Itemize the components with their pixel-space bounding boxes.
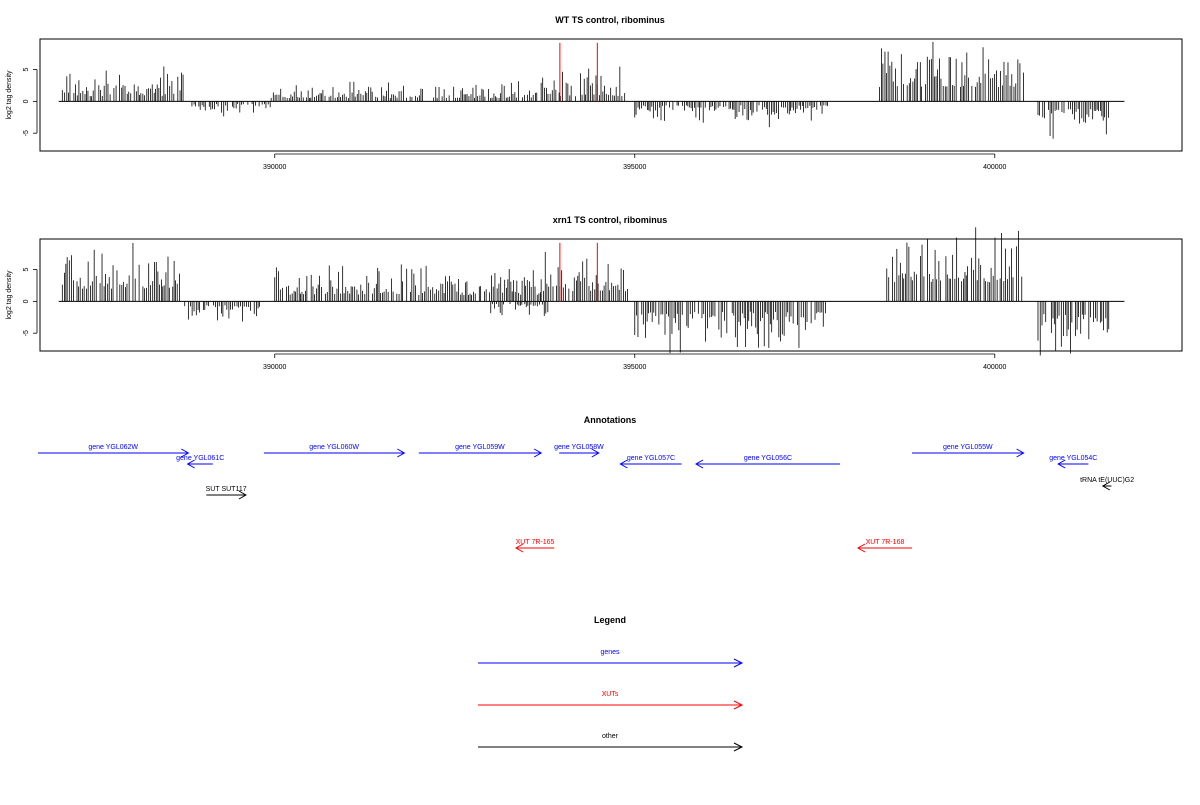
gene-arrow: gene YGL062W [38, 444, 188, 457]
x-tick-label: 400000 [983, 164, 1006, 171]
other-arrow: tRNA tE(UUC)G2 [1080, 477, 1134, 490]
xut-arrow: XUT 7R-165 [516, 539, 555, 552]
other-arrow: SUT SUT117 [206, 486, 247, 499]
wt-axes: -5 0 5 390000 395000 400000 [23, 67, 1007, 171]
other-arrow-label: tRNA tE(UUC)G2 [1080, 477, 1134, 484]
gene-arrow: gene YGL056C [696, 455, 840, 468]
gene-arrow: gene YGL058W [554, 444, 604, 457]
gene-arrow: gene YGL055W [912, 444, 1024, 457]
gene-arrow: gene YGL057C [620, 455, 681, 468]
wt-y-axis-label: log2 tag density [6, 70, 13, 120]
legend-item-label: genes [600, 649, 620, 656]
gene-arrow-label: gene YGL060W [309, 444, 359, 451]
gene-arrow: gene YGL059W [419, 444, 541, 457]
xut-arrow: XUT 7R-168 [858, 539, 912, 552]
xrn1-axes: -5 0 5 390000 395000 400000 [23, 267, 1007, 371]
legend: Legend genes XUTs other [478, 615, 742, 751]
legend-item-label: XUTs [602, 691, 619, 698]
legend-item-label: other [602, 733, 619, 740]
gene-arrow: gene YGL054C [1049, 455, 1097, 468]
y-tick-label: 5 [23, 267, 30, 271]
gene-arrow: gene YGL060W [264, 444, 404, 457]
legend-item: XUTs [478, 691, 742, 709]
wt-panel-title: WT TS control, ribominus [555, 15, 665, 25]
x-tick-label: 395000 [623, 164, 646, 171]
wt-panel: WT TS control, ribominus log2 tag densit… [6, 15, 1182, 171]
y-tick-label: 0 [23, 299, 30, 303]
xrn1-y-axis-label: log2 tag density [6, 270, 13, 320]
gene-arrow-label: gene YGL061C [176, 455, 224, 462]
xut-arrow-label: XUT 7R-168 [866, 539, 905, 546]
xrn1-plot-frame [40, 239, 1182, 351]
legend-title: Legend [594, 615, 626, 625]
gene-arrow-label: gene YGL057C [627, 455, 675, 462]
gene-arrow-label: gene YGL059W [455, 444, 505, 451]
legend-item: genes [478, 649, 742, 667]
legend-items: genes XUTs other [478, 649, 742, 751]
y-tick-label: 5 [23, 67, 30, 71]
annotations-title: Annotations [584, 415, 637, 425]
xrn1-bars [59, 227, 1125, 355]
y-tick-label: 0 [23, 99, 30, 103]
xrn1-panel: xrn1 TS control, ribominus log2 tag dens… [6, 215, 1182, 371]
x-tick-label: 400000 [983, 364, 1006, 371]
gene-arrow-label: gene YGL058W [554, 444, 604, 451]
y-tick-label: -5 [23, 330, 30, 336]
x-tick-label: 390000 [263, 364, 286, 371]
gene-arrow: gene YGL061C [176, 455, 224, 468]
gene-arrow-label: gene YGL056C [744, 455, 792, 462]
other-arrow-label: SUT SUT117 [206, 486, 247, 493]
annotation-items: gene YGL062W gene YGL061C gene YGL060W gene… [38, 444, 1134, 552]
xut-arrow-label: XUT 7R-165 [516, 539, 555, 546]
gene-arrow-label: gene YGL054C [1049, 455, 1097, 462]
xrn1-panel-title: xrn1 TS control, ribominus [553, 215, 668, 225]
legend-item: other [478, 733, 742, 751]
gene-arrow-label: gene YGL062W [88, 444, 138, 451]
x-tick-label: 395000 [623, 364, 646, 371]
y-tick-label: -5 [23, 130, 30, 136]
x-tick-label: 390000 [263, 164, 286, 171]
wt-bars [59, 42, 1125, 139]
figure: WT TS control, ribominus log2 tag densit… [0, 0, 1200, 800]
gene-arrow-label: gene YGL055W [943, 444, 993, 451]
